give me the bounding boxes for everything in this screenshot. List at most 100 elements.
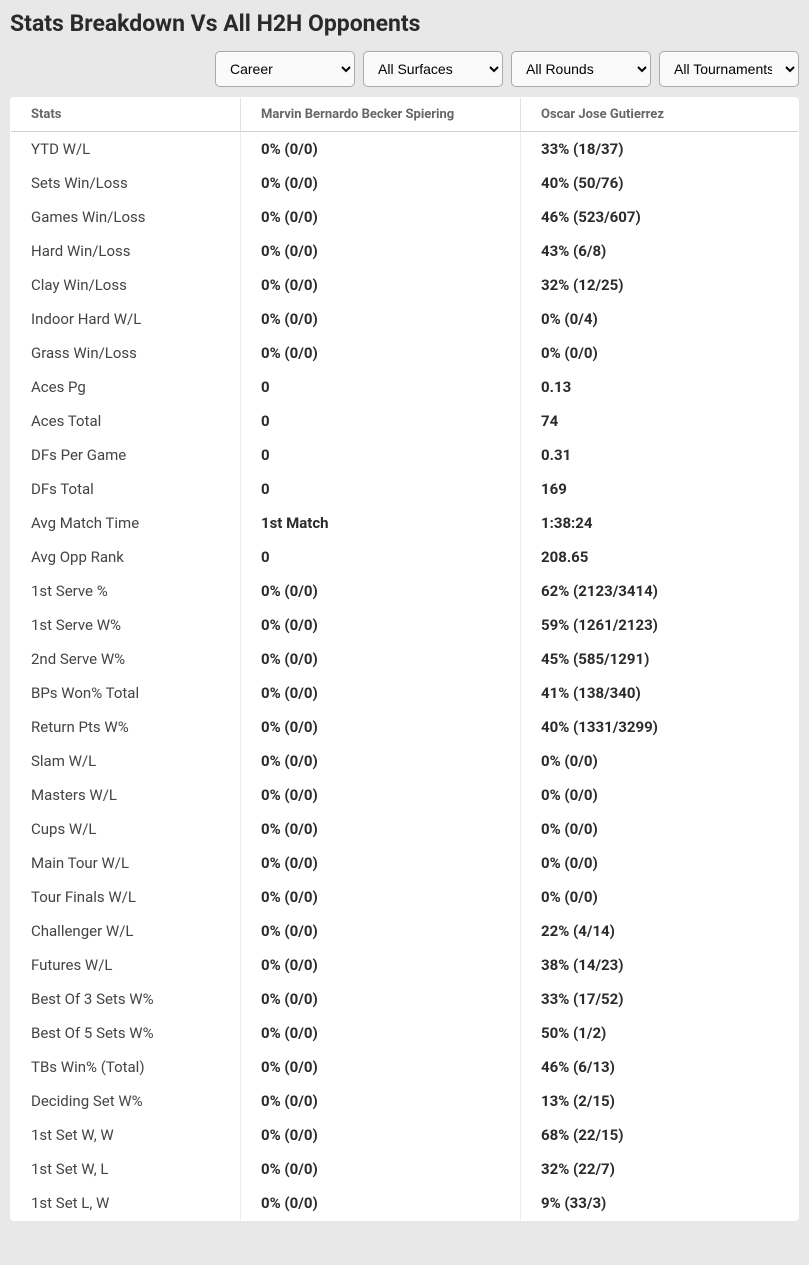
player2-value: 62% (2123/3414) [521,574,799,608]
table-row: BPs Won% Total0% (0/0)41% (138/340) [11,676,799,710]
player2-value: 32% (12/25) [521,268,799,302]
player1-value: 0% (0/0) [241,642,521,676]
table-row: 2nd Serve W%0% (0/0)45% (585/1291) [11,642,799,676]
player2-value: 33% (17/52) [521,982,799,1016]
player2-value: 50% (1/2) [521,1016,799,1050]
stat-label: 1st Serve W% [11,608,241,642]
player1-value: 0% (0/0) [241,1118,521,1152]
stat-label: Hard Win/Loss [11,234,241,268]
player1-value: 1st Match [241,506,521,540]
player1-value: 0% (0/0) [241,880,521,914]
player2-value: 0% (0/0) [521,812,799,846]
stat-label: 2nd Serve W% [11,642,241,676]
player1-value: 0% (0/0) [241,336,521,370]
player2-value: 9% (33/3) [521,1186,799,1221]
player2-value: 33% (18/37) [521,132,799,167]
player1-value: 0% (0/0) [241,132,521,167]
header-stats: Stats [11,98,241,132]
stat-label: DFs Total [11,472,241,506]
player1-value: 0% (0/0) [241,1186,521,1221]
player1-value: 0% (0/0) [241,812,521,846]
player1-value: 0% (0/0) [241,608,521,642]
header-player1: Marvin Bernardo Becker Spiering [241,98,521,132]
player2-value: 13% (2/15) [521,1084,799,1118]
stat-label: Avg Match Time [11,506,241,540]
player1-value: 0% (0/0) [241,166,521,200]
player2-value: 0% (0/4) [521,302,799,336]
stat-label: Masters W/L [11,778,241,812]
table-row: Main Tour W/L0% (0/0)0% (0/0) [11,846,799,880]
table-row: 1st Set L, W0% (0/0)9% (33/3) [11,1186,799,1221]
table-row: Avg Match Time1st Match1:38:24 [11,506,799,540]
stat-label: 1st Serve % [11,574,241,608]
stat-label: Deciding Set W% [11,1084,241,1118]
stat-label: 1st Set W, W [11,1118,241,1152]
player1-value: 0 [241,370,521,404]
player1-value: 0% (0/0) [241,778,521,812]
player2-value: 40% (50/76) [521,166,799,200]
table-row: Masters W/L0% (0/0)0% (0/0) [11,778,799,812]
table-row: Grass Win/Loss0% (0/0)0% (0/0) [11,336,799,370]
stat-label: Return Pts W% [11,710,241,744]
stat-label: Main Tour W/L [11,846,241,880]
player1-value: 0% (0/0) [241,982,521,1016]
table-row: Hard Win/Loss0% (0/0)43% (6/8) [11,234,799,268]
player2-value: 40% (1331/3299) [521,710,799,744]
table-row: DFs Total0169 [11,472,799,506]
table-row: Challenger W/L0% (0/0)22% (4/14) [11,914,799,948]
table-row: YTD W/L0% (0/0)33% (18/37) [11,132,799,167]
table-row: Indoor Hard W/L0% (0/0)0% (0/4) [11,302,799,336]
table-header-row: Stats Marvin Bernardo Becker Spiering Os… [11,98,799,132]
player2-value: 46% (6/13) [521,1050,799,1084]
stat-label: Challenger W/L [11,914,241,948]
player1-value: 0% (0/0) [241,1016,521,1050]
table-row: Return Pts W%0% (0/0)40% (1331/3299) [11,710,799,744]
stat-label: 1st Set L, W [11,1186,241,1221]
table-row: DFs Per Game00.31 [11,438,799,472]
table-row: 1st Serve %0% (0/0)62% (2123/3414) [11,574,799,608]
table-row: Cups W/L0% (0/0)0% (0/0) [11,812,799,846]
player2-value: 208.65 [521,540,799,574]
player2-value: 0% (0/0) [521,846,799,880]
player1-value: 0% (0/0) [241,200,521,234]
player2-value: 0.13 [521,370,799,404]
player2-value: 41% (138/340) [521,676,799,710]
stat-label: Avg Opp Rank [11,540,241,574]
header-player2: Oscar Jose Gutierrez [521,98,799,132]
filter-bar: Career All Surfaces All Rounds All Tourn… [10,51,799,87]
table-row: Futures W/L0% (0/0)38% (14/23) [11,948,799,982]
player2-value: 32% (22/7) [521,1152,799,1186]
player2-value: 38% (14/23) [521,948,799,982]
player2-value: 74 [521,404,799,438]
table-row: 1st Serve W%0% (0/0)59% (1261/2123) [11,608,799,642]
table-row: 1st Set W, W0% (0/0)68% (22/15) [11,1118,799,1152]
player2-value: 0% (0/0) [521,880,799,914]
tournament-select[interactable]: All Tournaments [659,51,799,87]
player1-value: 0% (0/0) [241,676,521,710]
player1-value: 0% (0/0) [241,1084,521,1118]
round-select[interactable]: All Rounds [511,51,651,87]
player1-value: 0% (0/0) [241,574,521,608]
table-row: Avg Opp Rank0208.65 [11,540,799,574]
stat-label: Best Of 3 Sets W% [11,982,241,1016]
stat-label: Tour Finals W/L [11,880,241,914]
player1-value: 0% (0/0) [241,1050,521,1084]
timeframe-select[interactable]: Career [215,51,355,87]
stat-label: Indoor Hard W/L [11,302,241,336]
surface-select[interactable]: All Surfaces [363,51,503,87]
stat-label: Clay Win/Loss [11,268,241,302]
page-title: Stats Breakdown Vs All H2H Opponents [10,10,799,37]
stat-label: Slam W/L [11,744,241,778]
player2-value: 43% (6/8) [521,234,799,268]
stat-label: Sets Win/Loss [11,166,241,200]
player2-value: 0.31 [521,438,799,472]
player1-value: 0% (0/0) [241,948,521,982]
stat-label: Aces Pg [11,370,241,404]
player1-value: 0 [241,438,521,472]
stat-label: Aces Total [11,404,241,438]
stat-label: DFs Per Game [11,438,241,472]
table-row: Tour Finals W/L0% (0/0)0% (0/0) [11,880,799,914]
player1-value: 0% (0/0) [241,302,521,336]
player1-value: 0% (0/0) [241,710,521,744]
stats-table: Stats Marvin Bernardo Becker Spiering Os… [10,97,799,1221]
